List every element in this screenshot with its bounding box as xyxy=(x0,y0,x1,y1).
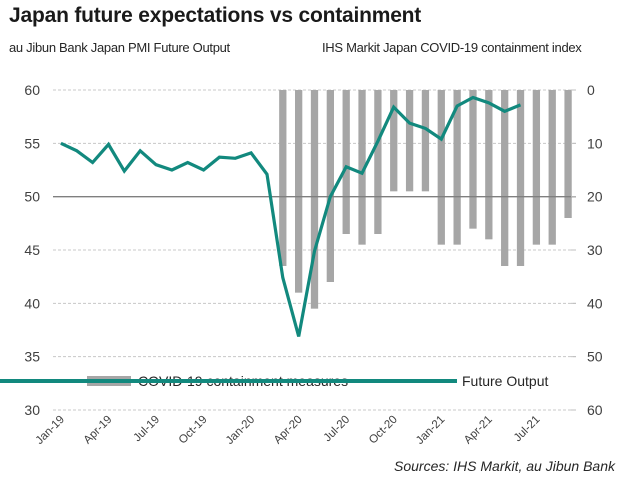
x-axis-tick-label: Oct-20 xyxy=(367,414,400,447)
left-axis-tick-label: 45 xyxy=(24,242,40,258)
x-axis-tick-label: Oct-19 xyxy=(177,414,210,447)
bar xyxy=(485,90,493,240)
bar-series-containment xyxy=(279,90,572,309)
x-axis-tick-label: Jul-21 xyxy=(512,414,543,445)
source-note: Sources: IHS Markit, au Jibun Bank xyxy=(394,458,615,474)
right-axis-tick-label: 10 xyxy=(587,135,603,151)
chart-title: Japan future expectations vs containment xyxy=(9,4,422,27)
bar xyxy=(453,90,461,245)
legend: COVID-19 containment measures Future Out… xyxy=(0,373,548,389)
right-axis-title: IHS Markit Japan COVID-19 containment in… xyxy=(322,40,582,55)
left-axis-tick-label: 40 xyxy=(24,295,40,311)
bar xyxy=(358,90,366,245)
bar xyxy=(437,90,445,245)
left-axis-tick-label: 55 xyxy=(24,135,40,151)
bar xyxy=(516,90,525,266)
x-axis-tick-label: Jan-20 xyxy=(224,414,257,447)
x-axis-tick-label: Apr-21 xyxy=(462,414,495,447)
bar xyxy=(295,90,303,293)
bar xyxy=(310,90,319,309)
left-axis-title: au Jibun Bank Japan PMI Future Output xyxy=(9,40,230,55)
x-axis-tick-label: Jul-20 xyxy=(322,414,353,445)
bar xyxy=(279,90,287,266)
bar xyxy=(405,90,414,192)
left-axis-tick-label: 50 xyxy=(24,189,40,205)
right-axis-ticks: 0 10 20 30 40 50 60 xyxy=(571,82,603,418)
x-axis-tick-label: Apr-19 xyxy=(82,414,115,447)
left-axis-tick-label: 60 xyxy=(24,82,40,98)
bar xyxy=(501,90,509,266)
future-output-line xyxy=(60,95,522,337)
bar xyxy=(374,90,382,234)
x-axis-ticks: Jan-19 Apr-19 Jul-19 Oct-19 Jan-20 Apr-20 Jul-… xyxy=(34,414,543,447)
right-axis-tick-label: 60 xyxy=(587,402,603,418)
right-axis-tick-label: 30 xyxy=(587,242,603,258)
legend-label-future-output: Future Output xyxy=(462,373,548,389)
bar xyxy=(564,90,572,218)
bar xyxy=(326,90,334,282)
line-series-future-output xyxy=(60,95,522,337)
bar xyxy=(548,90,556,245)
left-axis-tick-label: 30 xyxy=(24,402,40,418)
x-axis-tick-label: Jan-21 xyxy=(414,414,447,447)
x-axis-tick-label: Apr-20 xyxy=(272,414,305,447)
left-axis-tick-label: 35 xyxy=(24,349,40,365)
bar xyxy=(390,90,398,192)
left-axis-ticks: 60 55 50 45 40 35 30 xyxy=(24,82,40,418)
bar xyxy=(469,90,477,229)
right-axis-tick-label: 50 xyxy=(587,349,603,365)
right-axis-tick-label: 20 xyxy=(587,189,603,205)
right-axis-tick-label: 40 xyxy=(587,295,603,311)
right-axis-tick-label: 0 xyxy=(587,82,595,98)
bar xyxy=(342,90,350,234)
bar xyxy=(421,90,430,192)
x-axis-tick-label: Jan-19 xyxy=(34,414,67,447)
bar xyxy=(532,90,541,245)
x-axis-tick-label: Jul-19 xyxy=(131,414,162,445)
